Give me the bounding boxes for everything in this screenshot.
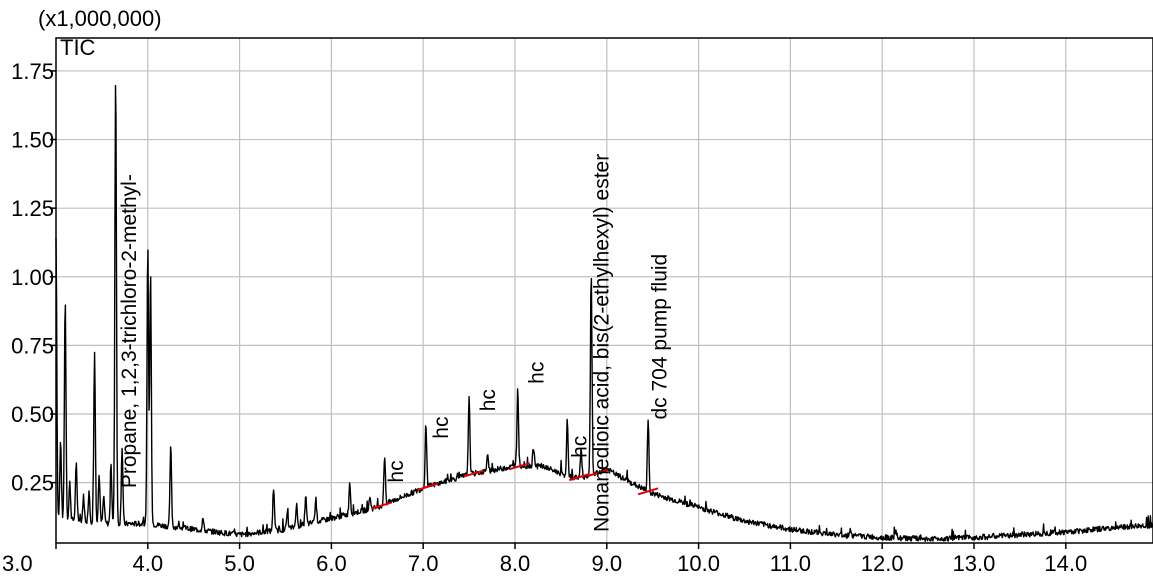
peak-annotation: hc	[385, 460, 408, 482]
plot-frame	[55, 37, 1153, 544]
x-tick-label: 7.0	[408, 551, 439, 576]
tic-trace	[55, 84, 1153, 542]
y-axis-ticks: 0.25 0.50 0.75 1.00 1.25 1.50 1.75	[11, 59, 56, 496]
integration-mark	[568, 473, 590, 482]
integration-mark	[463, 469, 484, 478]
x-tick-label: 5.0	[224, 551, 255, 576]
x-axis-ticks: 3.0 4.0 5.0 6.0 7.0 8.0 9.0 10.0 11.0 12.0 13.0 14.…	[2, 543, 1087, 576]
y-tick-label: 1.25	[11, 196, 54, 221]
x-tick-label: 8.0	[500, 551, 531, 576]
y-tick-label: 1.00	[11, 265, 54, 290]
x-tick-label: 4.0	[133, 551, 164, 576]
y-tick-label: 0.25	[11, 471, 54, 496]
y-tick-label: 0.75	[11, 333, 54, 358]
integration-marks	[371, 462, 659, 510]
peak-annotation: hc	[477, 389, 500, 411]
peak-annotation: hc	[569, 436, 592, 458]
x-tick-label: 3.0	[2, 551, 33, 576]
integration-mark	[509, 462, 530, 471]
series-label: TIC	[60, 35, 96, 60]
y-tick-label: 1.75	[11, 59, 54, 84]
peak-annotation: hc	[430, 417, 453, 439]
y-tick-label: 1.50	[11, 128, 54, 153]
x-tick-label: 6.0	[316, 551, 347, 576]
peak-annotation: dc 704 pump fluid	[648, 254, 671, 420]
peak-annotation: Propane, 1,2,3-trichloro-2-methyl-	[118, 174, 141, 488]
x-tick-label: 14.0	[1044, 551, 1087, 576]
peak-annotation: Nonanedioic acid, bis(2-ethylhexyl) este…	[591, 154, 614, 532]
y-tick-label: 0.50	[11, 402, 54, 427]
integration-mark	[417, 482, 439, 491]
integration-mark	[637, 487, 659, 496]
x-tick-label: 11.0	[770, 551, 811, 576]
x-tick-label: 12.0	[861, 551, 904, 576]
integration-mark	[371, 501, 393, 510]
y-scale-label: (x1,000,000)	[38, 6, 162, 31]
peak-annotations: Propane, 1,2,3-trichloro-2-methyl-hchchc…	[118, 154, 672, 532]
grid-lines	[56, 38, 1153, 543]
x-tick-label: 9.0	[591, 551, 622, 576]
x-tick-label: 10.0	[677, 551, 720, 576]
peak-annotation: hc	[526, 362, 549, 384]
integration-mark	[587, 469, 608, 477]
x-tick-label: 13.0	[953, 551, 996, 576]
